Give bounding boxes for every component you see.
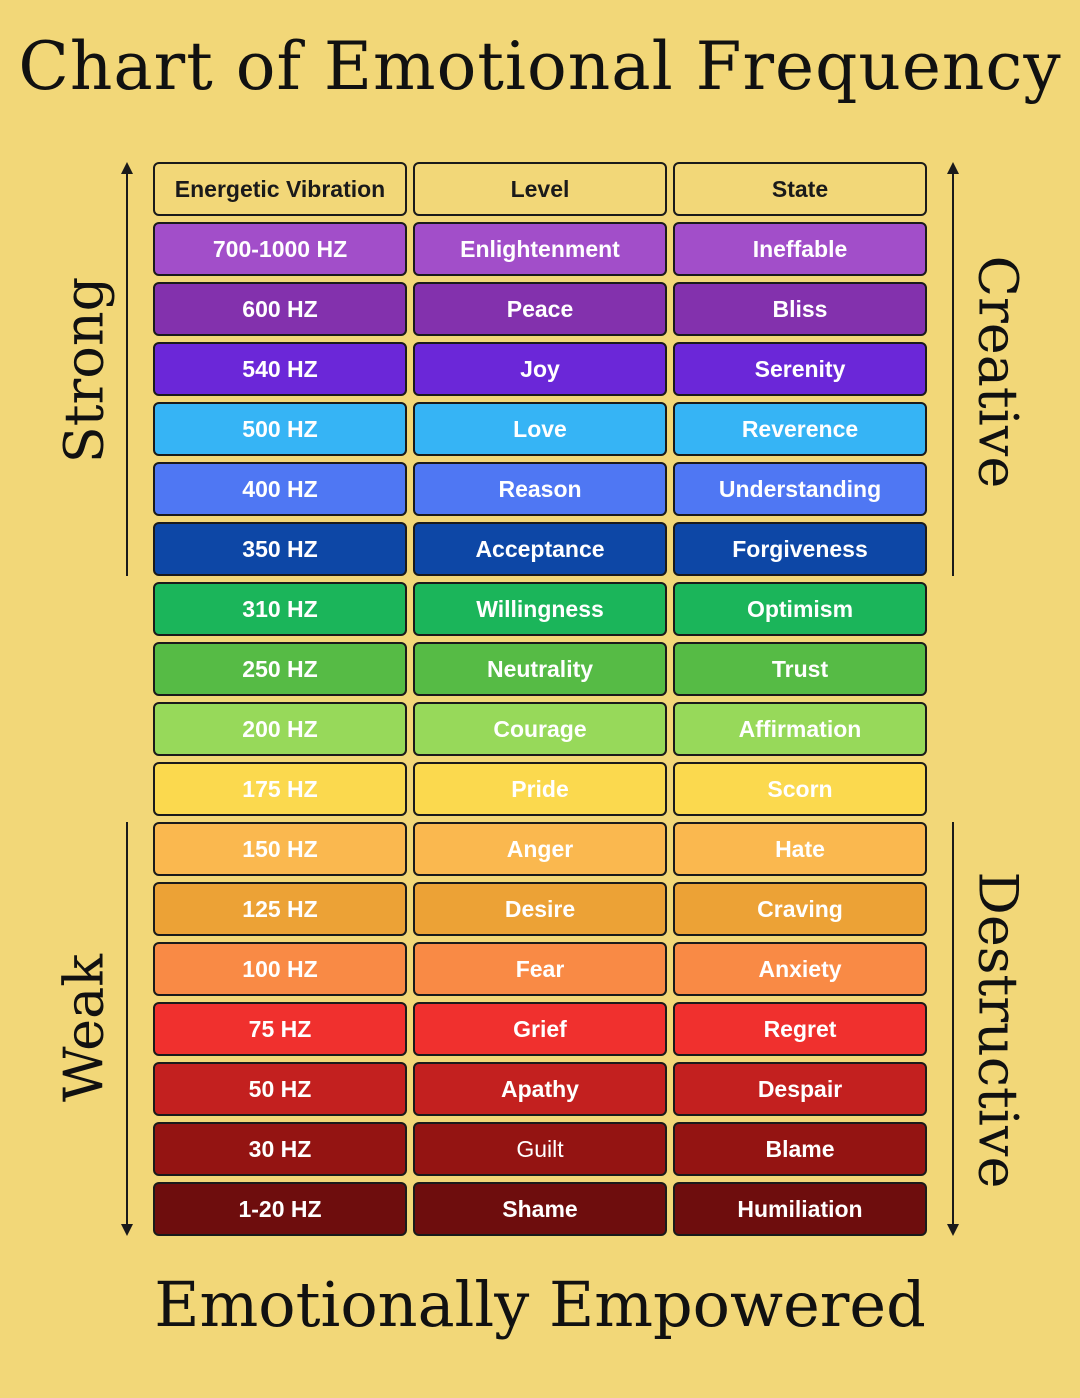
footer-title: Emotionally Empowered bbox=[154, 1268, 926, 1341]
state-cell: Anxiety bbox=[673, 942, 927, 996]
frequency-table: Energetic Vibration Level State 700-1000… bbox=[153, 162, 927, 1236]
state-cell: Craving bbox=[673, 882, 927, 936]
level-cell: Desire bbox=[413, 882, 667, 936]
state-cell: Affirmation bbox=[673, 702, 927, 756]
state-cell: Hate bbox=[673, 822, 927, 876]
level-cell: Anger bbox=[413, 822, 667, 876]
level-cell: Guilt bbox=[413, 1122, 667, 1176]
vibration-cell: 310 HZ bbox=[153, 582, 407, 636]
vibration-cell: 700-1000 HZ bbox=[153, 222, 407, 276]
state-cell: Understanding bbox=[673, 462, 927, 516]
strong-arrow-line bbox=[126, 172, 128, 576]
header-state: State bbox=[673, 162, 927, 216]
level-cell: Shame bbox=[413, 1182, 667, 1236]
level-cell: Joy bbox=[413, 342, 667, 396]
destructive-arrow-head-icon bbox=[947, 1224, 959, 1236]
creative-arrow-line bbox=[952, 172, 954, 576]
level-cell: Willingness bbox=[413, 582, 667, 636]
vibration-cell: 175 HZ bbox=[153, 762, 407, 816]
level-cell: Pride bbox=[413, 762, 667, 816]
level-cell: Fear bbox=[413, 942, 667, 996]
vibration-cell: 75 HZ bbox=[153, 1002, 407, 1056]
level-cell: Acceptance bbox=[413, 522, 667, 576]
header-vibration: Energetic Vibration bbox=[153, 162, 407, 216]
state-cell: Scorn bbox=[673, 762, 927, 816]
vibration-cell: 250 HZ bbox=[153, 642, 407, 696]
vibration-cell: 125 HZ bbox=[153, 882, 407, 936]
page-title: Chart of Emotional Frequency bbox=[18, 28, 1062, 105]
destructive-arrow-line bbox=[952, 822, 954, 1224]
level-cell: Apathy bbox=[413, 1062, 667, 1116]
vibration-cell: 50 HZ bbox=[153, 1062, 407, 1116]
level-cell: Grief bbox=[413, 1002, 667, 1056]
vibration-cell: 350 HZ bbox=[153, 522, 407, 576]
level-cell: Courage bbox=[413, 702, 667, 756]
level-cell: Enlightenment bbox=[413, 222, 667, 276]
state-cell: Serenity bbox=[673, 342, 927, 396]
state-cell: Ineffable bbox=[673, 222, 927, 276]
weak-arrow-line bbox=[126, 822, 128, 1224]
vibration-cell: 500 HZ bbox=[153, 402, 407, 456]
side-label-creative: Creative bbox=[966, 255, 1030, 489]
state-cell: Bliss bbox=[673, 282, 927, 336]
level-cell: Peace bbox=[413, 282, 667, 336]
state-cell: Trust bbox=[673, 642, 927, 696]
vibration-cell: 150 HZ bbox=[153, 822, 407, 876]
state-cell: Optimism bbox=[673, 582, 927, 636]
vibration-cell: 400 HZ bbox=[153, 462, 407, 516]
vibration-cell: 600 HZ bbox=[153, 282, 407, 336]
vibration-cell: 540 HZ bbox=[153, 342, 407, 396]
creative-arrow-head-icon bbox=[947, 162, 959, 174]
vibration-cell: 30 HZ bbox=[153, 1122, 407, 1176]
state-cell: Despair bbox=[673, 1062, 927, 1116]
level-cell: Love bbox=[413, 402, 667, 456]
side-label-weak: Weak bbox=[52, 954, 116, 1102]
level-cell: Reason bbox=[413, 462, 667, 516]
vibration-cell: 200 HZ bbox=[153, 702, 407, 756]
state-cell: Forgiveness bbox=[673, 522, 927, 576]
strong-arrow-head-icon bbox=[121, 162, 133, 174]
level-cell: Neutrality bbox=[413, 642, 667, 696]
header-level: Level bbox=[413, 162, 667, 216]
state-cell: Humiliation bbox=[673, 1182, 927, 1236]
side-label-strong: Strong bbox=[52, 276, 116, 464]
vibration-cell: 1-20 HZ bbox=[153, 1182, 407, 1236]
state-cell: Reverence bbox=[673, 402, 927, 456]
state-cell: Blame bbox=[673, 1122, 927, 1176]
state-cell: Regret bbox=[673, 1002, 927, 1056]
weak-arrow-head-icon bbox=[121, 1224, 133, 1236]
vibration-cell: 100 HZ bbox=[153, 942, 407, 996]
side-label-destructive: Destructive bbox=[966, 871, 1030, 1189]
